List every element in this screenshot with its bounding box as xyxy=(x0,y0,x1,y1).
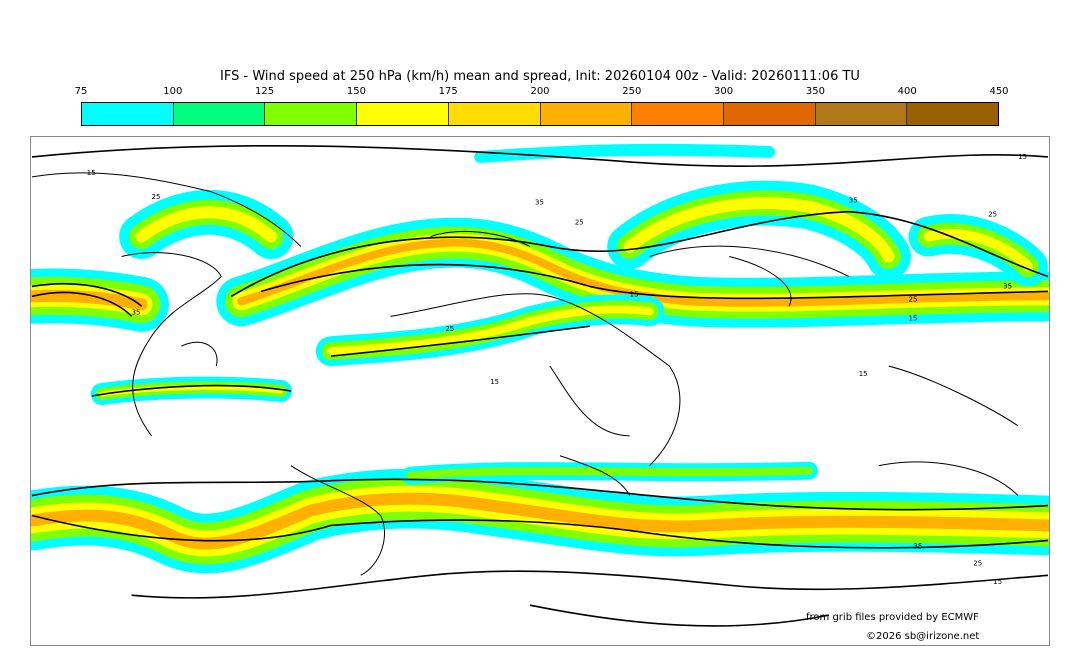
contour-label: 15 xyxy=(1018,153,1027,161)
legend-tick: 200 xyxy=(530,86,550,97)
legend-tick: 175 xyxy=(438,86,458,97)
contour-label: 15 xyxy=(490,378,499,386)
wind-speed-map: 15 25 35 25 35 15 35 25 15 15 25 15 35 25 15 35 25 15 xyxy=(30,136,1050,646)
wind-band xyxy=(406,466,813,480)
wind-band xyxy=(237,238,1049,307)
legend-swatch xyxy=(632,103,724,125)
contour-label: 15 xyxy=(630,290,639,298)
contour-label: 25 xyxy=(445,325,454,333)
contour-label: 25 xyxy=(909,295,918,303)
wind-band xyxy=(31,492,1049,550)
legend-tick: 450 xyxy=(989,86,1009,97)
contour-label: 15 xyxy=(87,169,96,177)
contour-label: 25 xyxy=(575,219,584,227)
wind-band xyxy=(474,143,776,163)
legend-swatch xyxy=(82,103,174,125)
contour-labels: 15 25 35 25 35 15 35 25 15 15 25 15 35 25 15 35 25 15 xyxy=(87,153,1027,586)
contour-label: 25 xyxy=(152,193,161,201)
data-source-credit: from grib files provided by ECMWF xyxy=(806,612,979,623)
legend-tick: 350 xyxy=(805,86,825,97)
legend-tick: 400 xyxy=(897,86,917,97)
contour-label: 15 xyxy=(909,314,918,322)
wind-band xyxy=(623,197,895,263)
contour-label: 35 xyxy=(914,542,923,550)
legend-swatch xyxy=(540,103,633,125)
contour-label: 35 xyxy=(1003,282,1012,290)
color-legend xyxy=(81,102,999,126)
legend-tick: 100 xyxy=(163,86,183,97)
speed-contours xyxy=(31,144,1049,627)
legend-swatch xyxy=(448,103,541,125)
legend-swatch xyxy=(173,103,266,125)
wind-band xyxy=(923,228,1034,272)
wind-band xyxy=(135,206,278,243)
contour-label: 15 xyxy=(859,370,868,378)
legend-tick: 250 xyxy=(622,86,642,97)
legend-swatch xyxy=(265,103,358,125)
legend-tick: 75 xyxy=(74,86,88,97)
legend-tick: 300 xyxy=(714,86,734,97)
legend-swatch xyxy=(357,103,449,125)
contour-label: 35 xyxy=(849,197,858,205)
legend-tick: 150 xyxy=(346,86,366,97)
contour-label: 25 xyxy=(973,559,982,567)
copyright-credit: ©2026 sb@irizone.net xyxy=(866,631,980,642)
map-title: IFS - Wind speed at 250 hPa (km/h) mean … xyxy=(220,69,860,84)
contour-label: 35 xyxy=(535,199,544,207)
jet-stream-bands xyxy=(31,143,1049,574)
legend-tick: 125 xyxy=(255,86,275,97)
wind-band xyxy=(326,305,654,356)
legend-swatch xyxy=(723,103,816,125)
contour-label: 35 xyxy=(132,308,141,316)
contour-label: 25 xyxy=(988,211,997,219)
wind-band xyxy=(31,289,148,311)
coastlines xyxy=(31,172,1019,576)
contour-label: 15 xyxy=(993,578,1002,586)
legend-swatch xyxy=(815,103,908,125)
legend-swatch xyxy=(907,103,999,125)
